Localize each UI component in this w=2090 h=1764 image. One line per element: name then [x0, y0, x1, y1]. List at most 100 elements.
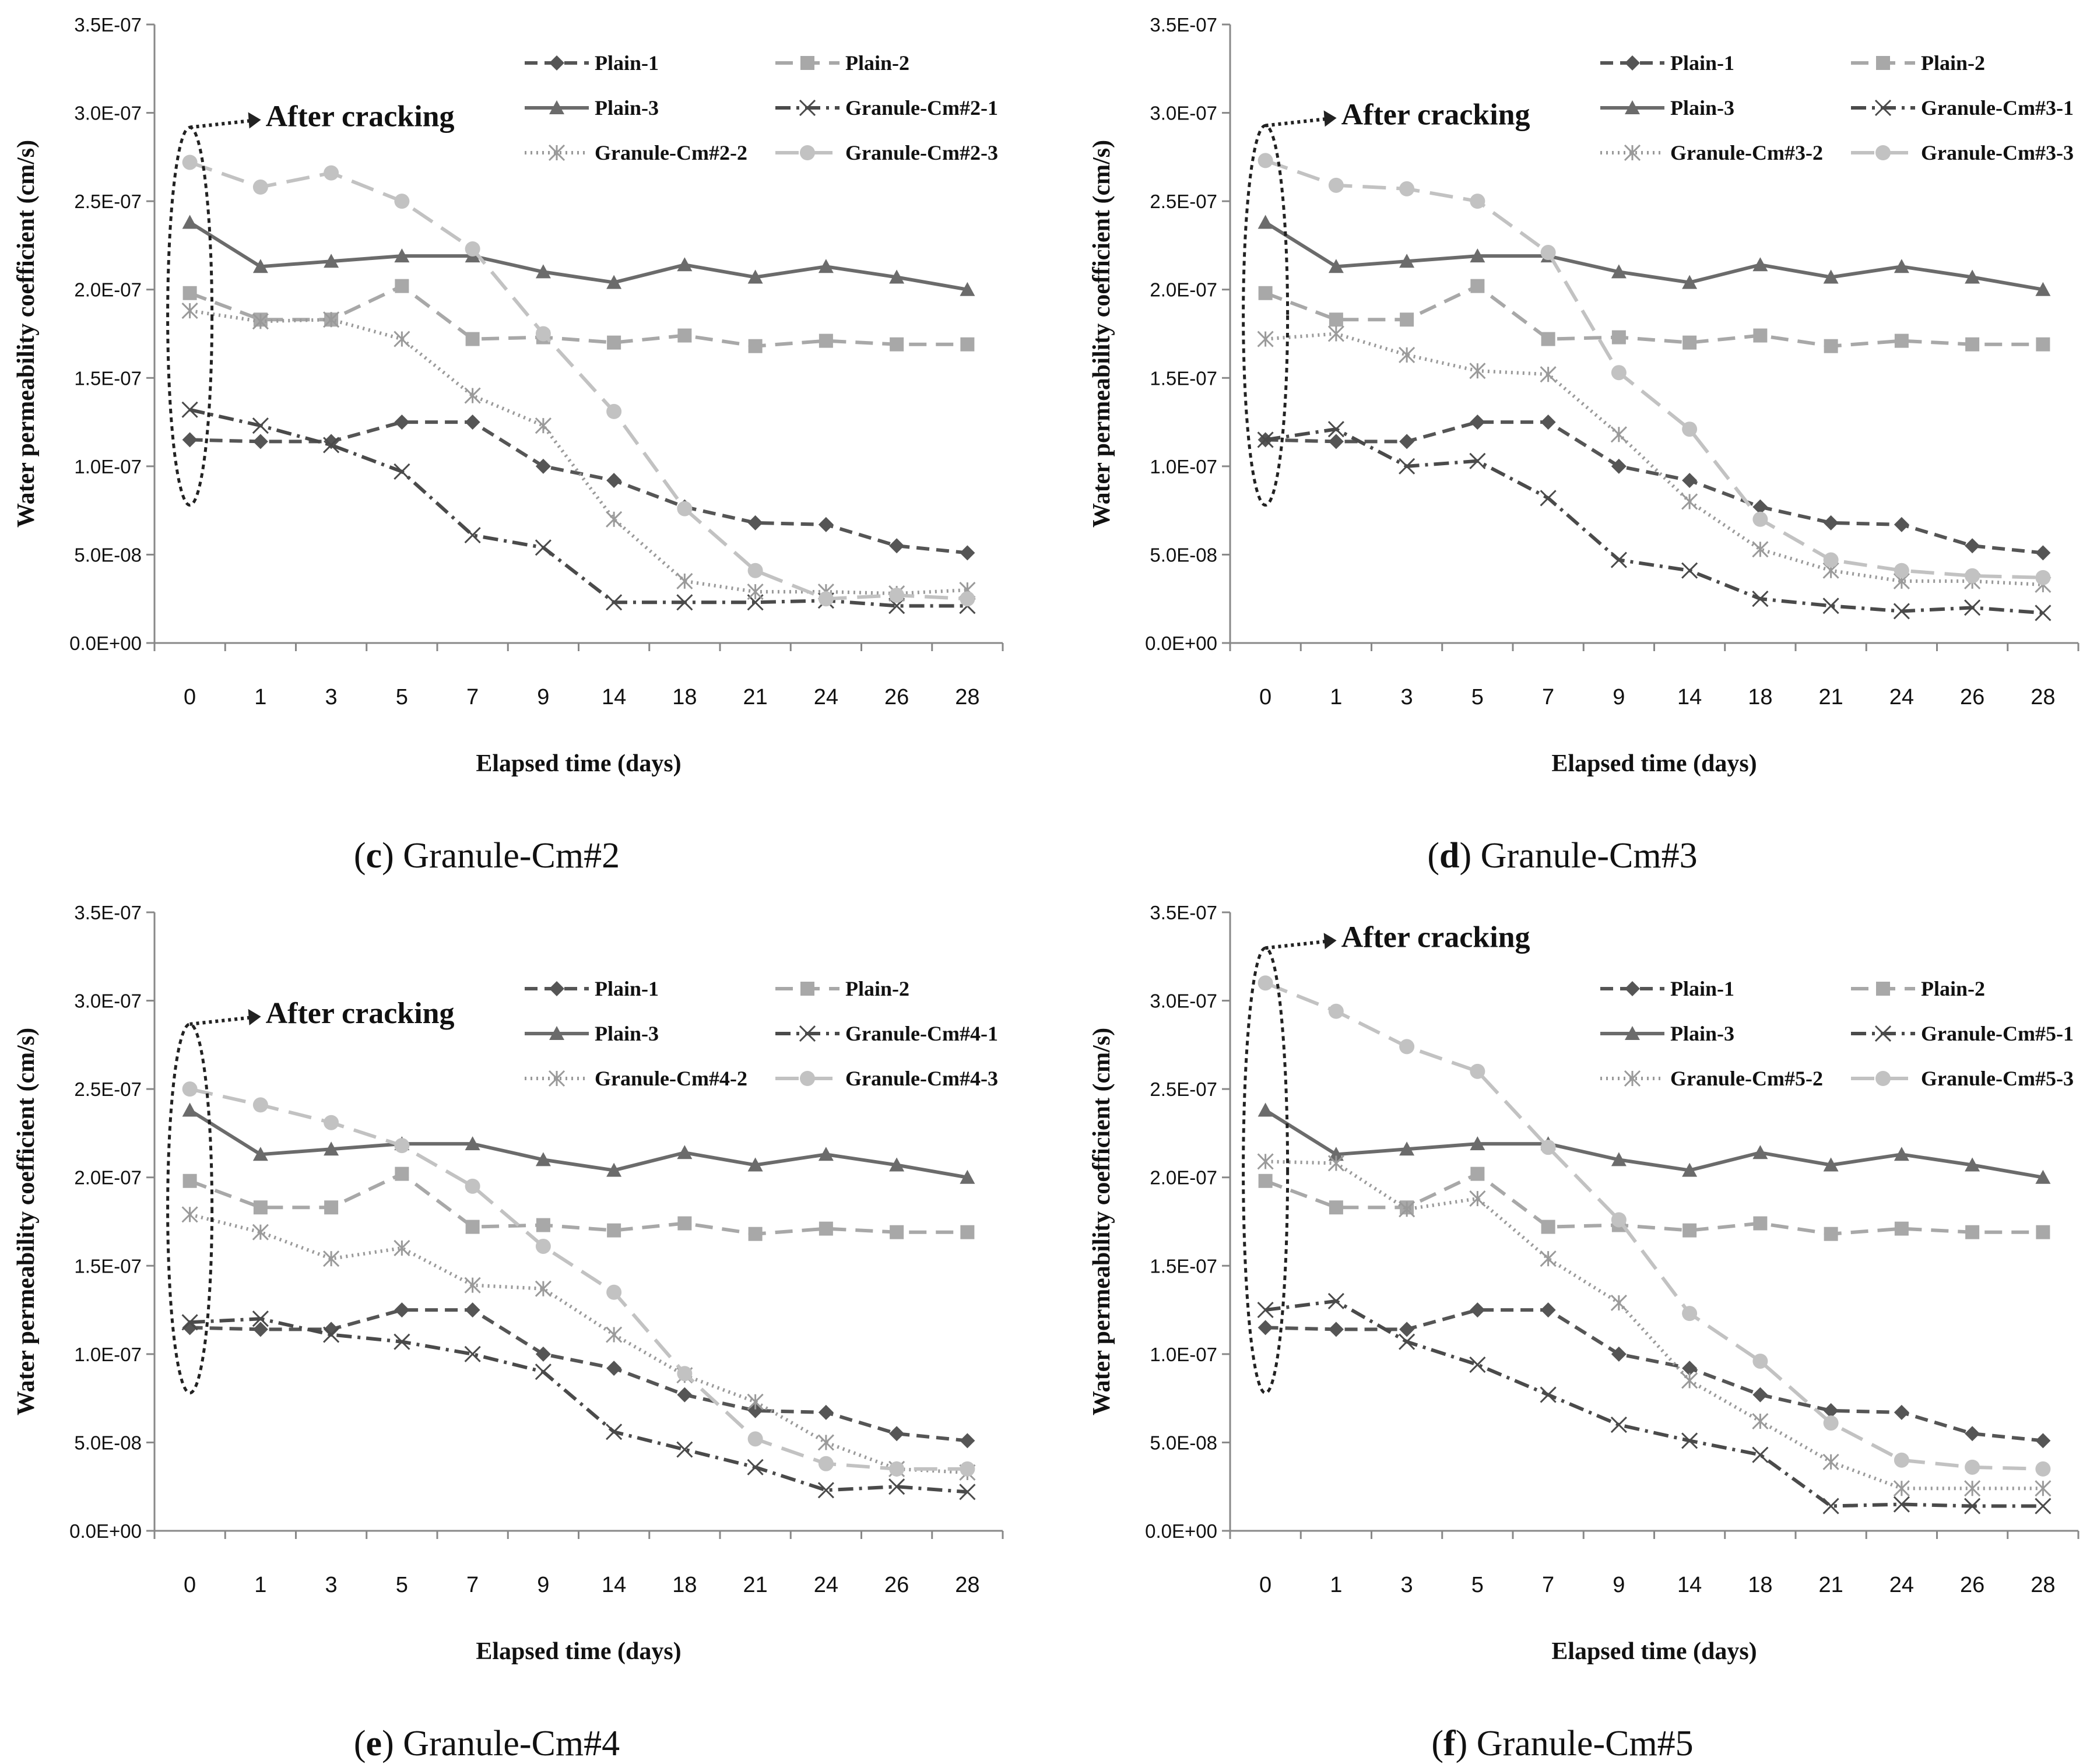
caption-text: ) Granule-Cm#2 — [382, 836, 620, 876]
data-point-stroke — [1822, 598, 1839, 614]
data-point — [394, 331, 410, 347]
data-point — [1257, 975, 1273, 991]
data-point — [464, 1277, 481, 1294]
data-point — [960, 1461, 975, 1477]
legend-item: Granule-Cm#5-3 — [1851, 1067, 2074, 1090]
data-point — [817, 1434, 834, 1451]
x-tick-label: 1 — [254, 1573, 266, 1597]
data-point — [1399, 458, 1415, 475]
data-point — [1540, 1250, 1557, 1267]
data-point — [960, 337, 975, 352]
data-point — [1752, 1446, 1769, 1463]
data-point-stroke — [181, 1314, 198, 1331]
series-plain2 — [182, 279, 975, 353]
data-point — [1965, 1225, 1980, 1239]
data-point — [1328, 434, 1344, 449]
legend-item: Plain-1 — [1600, 51, 1734, 75]
data-point — [1893, 1480, 1910, 1497]
data-point — [747, 1403, 763, 1418]
data-point — [1752, 541, 1769, 558]
data-point — [1894, 333, 1909, 348]
caption-paren-open: ( — [354, 1724, 366, 1763]
x-tick-label: 9 — [1613, 1573, 1625, 1597]
data-point — [1470, 248, 1485, 263]
data-point — [1611, 330, 1626, 345]
data-point — [1894, 516, 1909, 532]
data-point — [889, 588, 905, 603]
data-point — [1470, 194, 1485, 209]
data-point — [535, 458, 551, 474]
data-point — [677, 328, 692, 343]
data-point — [1894, 1452, 1909, 1468]
y-tick-label: 2.5E-07 — [1150, 191, 1217, 212]
data-point — [817, 1482, 834, 1499]
data-point-stroke — [1399, 1333, 1415, 1350]
x-tick-label: 14 — [602, 1573, 626, 1597]
data-point — [1894, 1147, 1909, 1161]
data-point — [182, 1102, 198, 1117]
data-point — [465, 1136, 480, 1151]
x-tick-label: 3 — [1401, 1573, 1413, 1597]
y-tick-label: 2.5E-07 — [1150, 1078, 1217, 1100]
data-point — [1610, 1294, 1627, 1312]
series-line — [189, 1087, 968, 1471]
data-point — [394, 1333, 410, 1350]
legend-label: Plain-3 — [1670, 96, 1734, 120]
data-point — [2036, 1225, 2050, 1239]
cracking-arrow — [189, 118, 254, 129]
legend-label: Granule-Cm#3-2 — [1670, 141, 1823, 164]
data-point — [1399, 1201, 1415, 1218]
caption-panel-letter: c — [366, 836, 382, 876]
x-tick-label: 0 — [184, 685, 196, 709]
data-point-stroke — [2035, 605, 2052, 621]
data-point — [1752, 499, 1768, 515]
series-line — [1265, 332, 2043, 586]
data-point — [1964, 1480, 1981, 1497]
data-point — [1611, 458, 1627, 474]
data-point — [1257, 1153, 1274, 1170]
data-point — [1823, 269, 1839, 284]
y-tick-label: 3.5E-07 — [1150, 902, 1217, 923]
x-tick-label: 14 — [1677, 685, 1702, 709]
x-tick-label: 0 — [1259, 685, 1271, 709]
caption-panel-letter: f — [1443, 1724, 1456, 1763]
data-point — [1470, 414, 1485, 430]
data-point — [1399, 254, 1415, 268]
data-point — [747, 1459, 764, 1475]
data-point-stroke — [1257, 1302, 1274, 1319]
data-point-stroke — [817, 1482, 834, 1499]
panel-caption: (f) Granule-Cm#5 — [1431, 1724, 1693, 1763]
y-tick-label: 1.0E-07 — [1150, 1344, 1217, 1365]
data-point-stroke — [888, 1478, 905, 1495]
x-tick-label: 18 — [1748, 685, 1772, 709]
panel-caption: (e) Granule-Cm#4 — [354, 1724, 620, 1763]
x-tick-label: 14 — [602, 685, 626, 709]
data-point-stroke — [1610, 1417, 1627, 1433]
caption-text: ) Granule-Cm#5 — [1456, 1724, 1694, 1763]
x-tick-label: 21 — [1818, 685, 1843, 709]
x-tick-label: 9 — [537, 685, 549, 709]
data-point — [606, 403, 622, 419]
cracking-ellipse — [1242, 124, 1290, 507]
data-point — [818, 1404, 834, 1420]
data-point — [1681, 562, 1698, 579]
legend-label: Granule-Cm#2-3 — [845, 141, 998, 164]
data-point — [1965, 269, 1980, 284]
data-point — [1824, 339, 1838, 353]
data-point — [465, 1302, 480, 1318]
legend-label: Granule-Cm#5-1 — [1921, 1022, 2074, 1045]
data-point — [1682, 335, 1697, 350]
data-point-stroke — [1257, 431, 1274, 448]
data-point — [1682, 1306, 1698, 1322]
legend-marker — [548, 144, 565, 161]
data-point-stroke — [1681, 1432, 1698, 1449]
legend-marker — [799, 99, 816, 117]
x-tick-label: 28 — [2031, 685, 2055, 709]
data-point — [182, 286, 197, 300]
legend-label: Granule-Cm#4-1 — [845, 1022, 998, 1045]
series-plain3 — [1257, 1102, 2051, 1184]
data-point — [394, 1302, 410, 1318]
legend-label: Plain-2 — [845, 977, 909, 1000]
x-tick-label: 21 — [1818, 1573, 1843, 1597]
data-point — [1470, 279, 1485, 293]
